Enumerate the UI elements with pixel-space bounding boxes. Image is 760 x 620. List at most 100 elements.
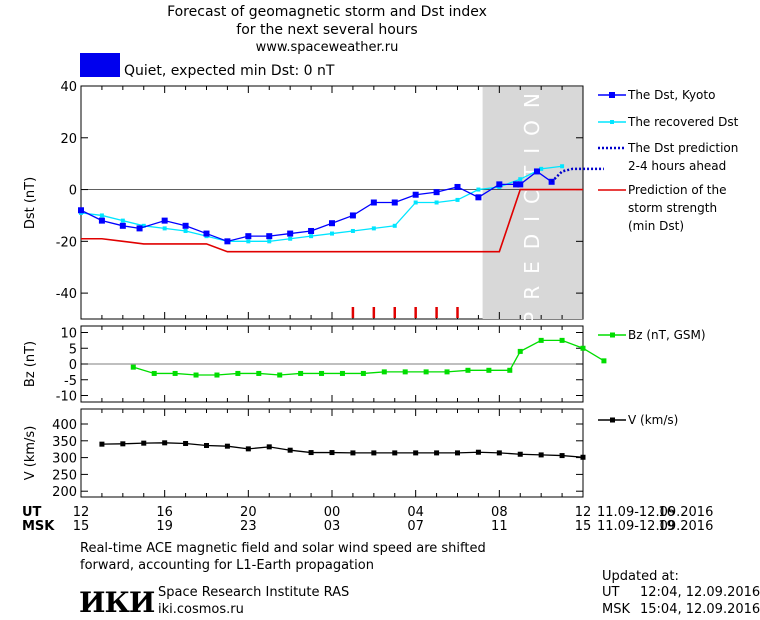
y-tick-label: 0 <box>69 184 77 199</box>
ut-tick-label: 12 <box>73 505 90 520</box>
dst-panel: PREDICTION 40 20 0 -20 -40 The Dst, Kyoto The r… <box>56 80 739 324</box>
recovered-dst-point <box>413 200 418 205</box>
bz-point <box>235 370 241 376</box>
v-point <box>392 450 398 456</box>
recovered-dst-line <box>80 165 563 242</box>
legend-marker <box>610 120 614 124</box>
y-tick-label: 350 <box>52 435 77 450</box>
bz-point <box>339 370 345 376</box>
y-tick-label: 20 <box>60 132 77 147</box>
recovered-dst-point <box>183 228 188 233</box>
dst-kyoto-point <box>119 222 126 229</box>
ut-date-range: 11.09-12.09.2016 <box>597 505 713 520</box>
v-point <box>371 450 377 456</box>
y-tick-label: 200 <box>52 485 77 500</box>
v-point <box>350 450 356 456</box>
v-point <box>99 441 105 447</box>
legend-marker <box>610 417 615 423</box>
bz-point <box>538 337 544 343</box>
recovered-dst-point <box>162 226 167 231</box>
ut-axis-title: UT <box>22 505 42 520</box>
status-color-swatch <box>80 53 120 77</box>
bz-point <box>193 372 199 378</box>
institute-name: Space Research Institute RAS <box>158 585 349 600</box>
v-point <box>413 450 419 456</box>
y-tick-label: 300 <box>52 452 77 467</box>
dst-kyoto-point <box>513 181 520 188</box>
source-url: www.spaceweather.ru <box>256 40 399 55</box>
prediction-label: PREDICTION <box>520 81 544 324</box>
bz-point <box>214 372 220 378</box>
dst-kyoto-point <box>329 220 335 227</box>
recovered-dst-point <box>120 218 125 223</box>
chart-title-line1: Forecast of geomagnetic storm and Dst in… <box>167 4 487 20</box>
v-point <box>120 441 126 447</box>
recovered-dst-point <box>371 226 376 231</box>
ut-tick-label: 16 <box>658 505 675 520</box>
dst-kyoto-point <box>370 199 377 206</box>
msk-tick-label: 23 <box>240 519 257 534</box>
recovered-dst-point <box>246 239 251 244</box>
msk-tick-label: 11 <box>491 519 508 534</box>
bz-point <box>277 372 283 378</box>
dst-kyoto-point <box>308 227 315 234</box>
ut-tick-label: 20 <box>240 505 257 520</box>
legend-label: (min Dst) <box>628 219 684 233</box>
bz-point <box>381 369 387 375</box>
iki-logo: ИКИ <box>79 586 155 619</box>
recovered-dst-point <box>476 187 481 192</box>
dst-axis-label: Dst (nT) <box>23 177 38 229</box>
v-point <box>455 450 460 456</box>
ut-tick-label: 00 <box>324 505 341 520</box>
ut-tick-label: 16 <box>156 505 173 520</box>
dst-kyoto-point <box>496 181 503 188</box>
recovered-dst-point <box>350 228 355 233</box>
msk-axis-title: MSK <box>22 519 55 534</box>
dst-kyoto-point <box>533 168 540 175</box>
updated-ut-value: 12:04, 12.09.2016 <box>640 585 760 600</box>
dst-kyoto-point <box>78 207 84 214</box>
legend-label: 2-4 hours ahead <box>628 159 726 173</box>
bz-point <box>580 345 586 351</box>
bz-point <box>172 370 178 376</box>
y-tick-label: 250 <box>52 468 77 483</box>
dst-kyoto-point <box>245 233 252 240</box>
v-point <box>496 450 502 456</box>
dst-kyoto-point <box>517 181 524 188</box>
dst-kyoto-point <box>454 183 461 190</box>
bz-point <box>517 348 523 354</box>
bz-point <box>423 369 429 375</box>
msk-tick-label: 15 <box>73 519 90 534</box>
v-axis-label: V (km/s) <box>23 426 38 481</box>
dst-kyoto-point <box>98 217 105 224</box>
footer-note-line1: Real-time ACE magnetic field and solar w… <box>80 541 486 556</box>
bz-point <box>486 367 492 373</box>
dst-kyoto-point <box>391 199 398 206</box>
updated-label: Updated at: <box>602 569 679 584</box>
bz-point <box>465 367 471 373</box>
dst-kyoto-point <box>161 217 168 224</box>
ut-tick-label: 04 <box>407 505 424 520</box>
bz-point <box>402 369 408 375</box>
bz-point <box>507 367 513 373</box>
v-point <box>517 451 523 457</box>
recovered-dst-point <box>539 166 544 171</box>
y-tick-label: -40 <box>56 287 77 302</box>
v-point <box>204 443 209 449</box>
msk-date-range: 11.09-12.09.2016 <box>597 519 713 534</box>
dst-kyoto-point <box>349 212 356 219</box>
dst-kyoto-point <box>182 222 189 229</box>
dst-kyoto-point <box>433 189 440 196</box>
bz-point <box>444 369 450 375</box>
bz-line <box>133 339 605 376</box>
v-point <box>475 449 481 455</box>
recovered-dst-point <box>392 223 397 228</box>
bz-point <box>151 370 157 376</box>
y-tick-label: -20 <box>56 235 77 250</box>
chart-title-line2: for the next several hours <box>236 22 417 38</box>
institute-site: iki.cosmos.ru <box>158 602 244 617</box>
y-tick-label: 400 <box>52 418 77 433</box>
